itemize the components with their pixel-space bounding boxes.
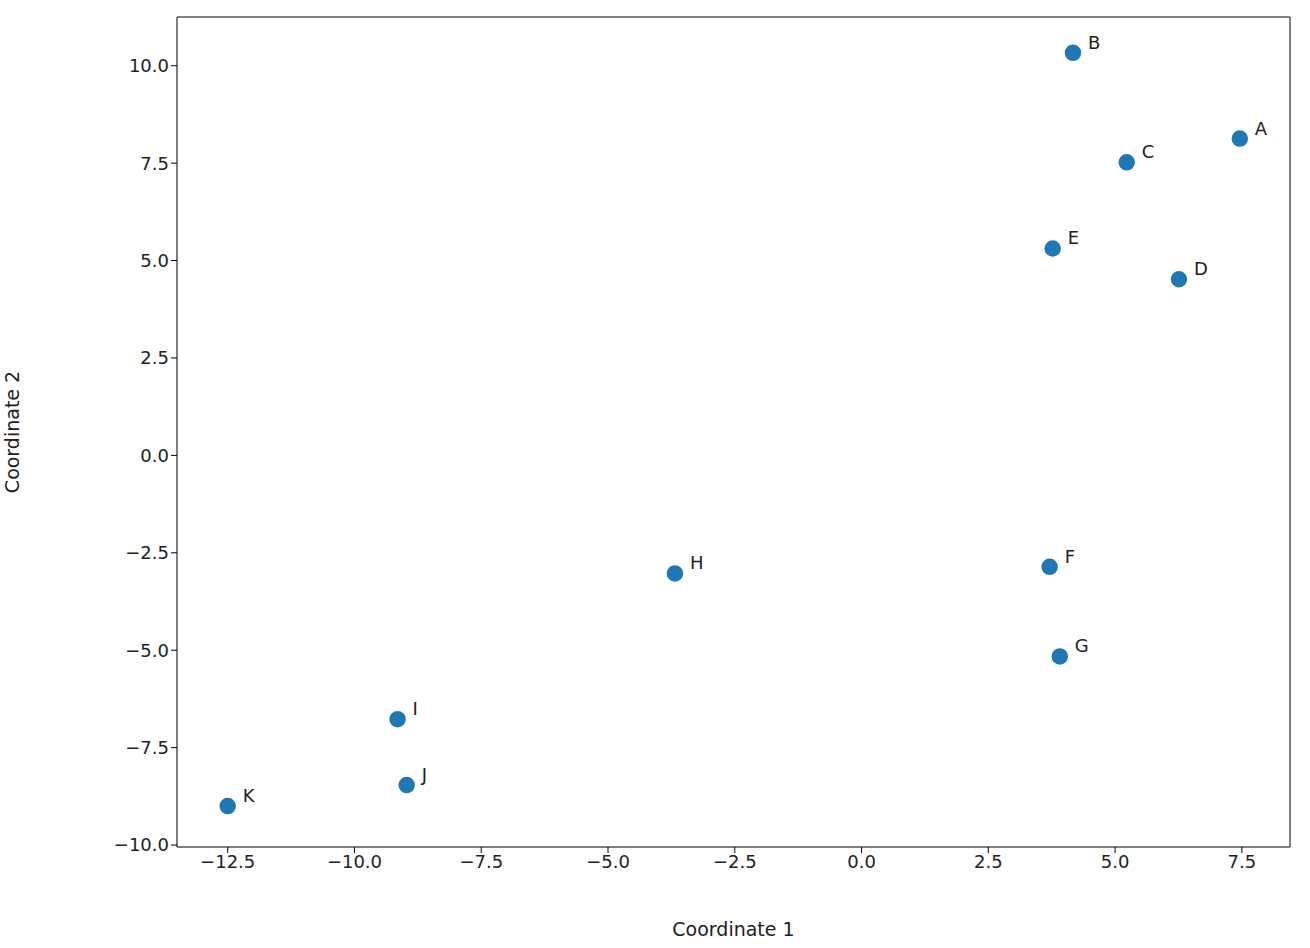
svg-text:10.0: 10.0 <box>129 55 169 76</box>
svg-text:A: A <box>1255 118 1268 139</box>
svg-text:I: I <box>413 698 418 719</box>
svg-text:−2.5: −2.5 <box>125 542 169 563</box>
svg-text:5.0: 5.0 <box>1101 851 1130 872</box>
svg-text:H: H <box>690 552 704 573</box>
svg-text:B: B <box>1088 32 1100 53</box>
svg-text:−7.5: −7.5 <box>459 851 503 872</box>
svg-text:E: E <box>1068 227 1079 248</box>
svg-text:2.5: 2.5 <box>974 851 1003 872</box>
svg-text:5.0: 5.0 <box>140 250 169 271</box>
svg-text:−5.0: −5.0 <box>125 640 169 661</box>
svg-text:−5.0: −5.0 <box>586 851 630 872</box>
svg-text:F: F <box>1065 546 1075 567</box>
svg-text:−10.0: −10.0 <box>114 834 169 855</box>
svg-text:−12.5: −12.5 <box>200 851 255 872</box>
svg-text:Coordinate 1: Coordinate 1 <box>672 918 794 940</box>
svg-text:2.5: 2.5 <box>140 347 169 368</box>
svg-text:−10.0: −10.0 <box>327 851 382 872</box>
svg-text:G: G <box>1075 635 1089 656</box>
svg-text:J: J <box>421 764 427 785</box>
svg-text:7.5: 7.5 <box>140 153 169 174</box>
svg-text:C: C <box>1142 141 1155 162</box>
svg-text:−7.5: −7.5 <box>125 737 169 758</box>
svg-text:7.5: 7.5 <box>1228 851 1257 872</box>
svg-text:K: K <box>243 785 256 806</box>
svg-text:Coordinate 2: Coordinate 2 <box>8 371 23 493</box>
svg-text:0.0: 0.0 <box>847 851 876 872</box>
svg-text:−2.5: −2.5 <box>713 851 757 872</box>
svg-text:D: D <box>1194 258 1208 279</box>
svg-text:0.0: 0.0 <box>140 445 169 466</box>
